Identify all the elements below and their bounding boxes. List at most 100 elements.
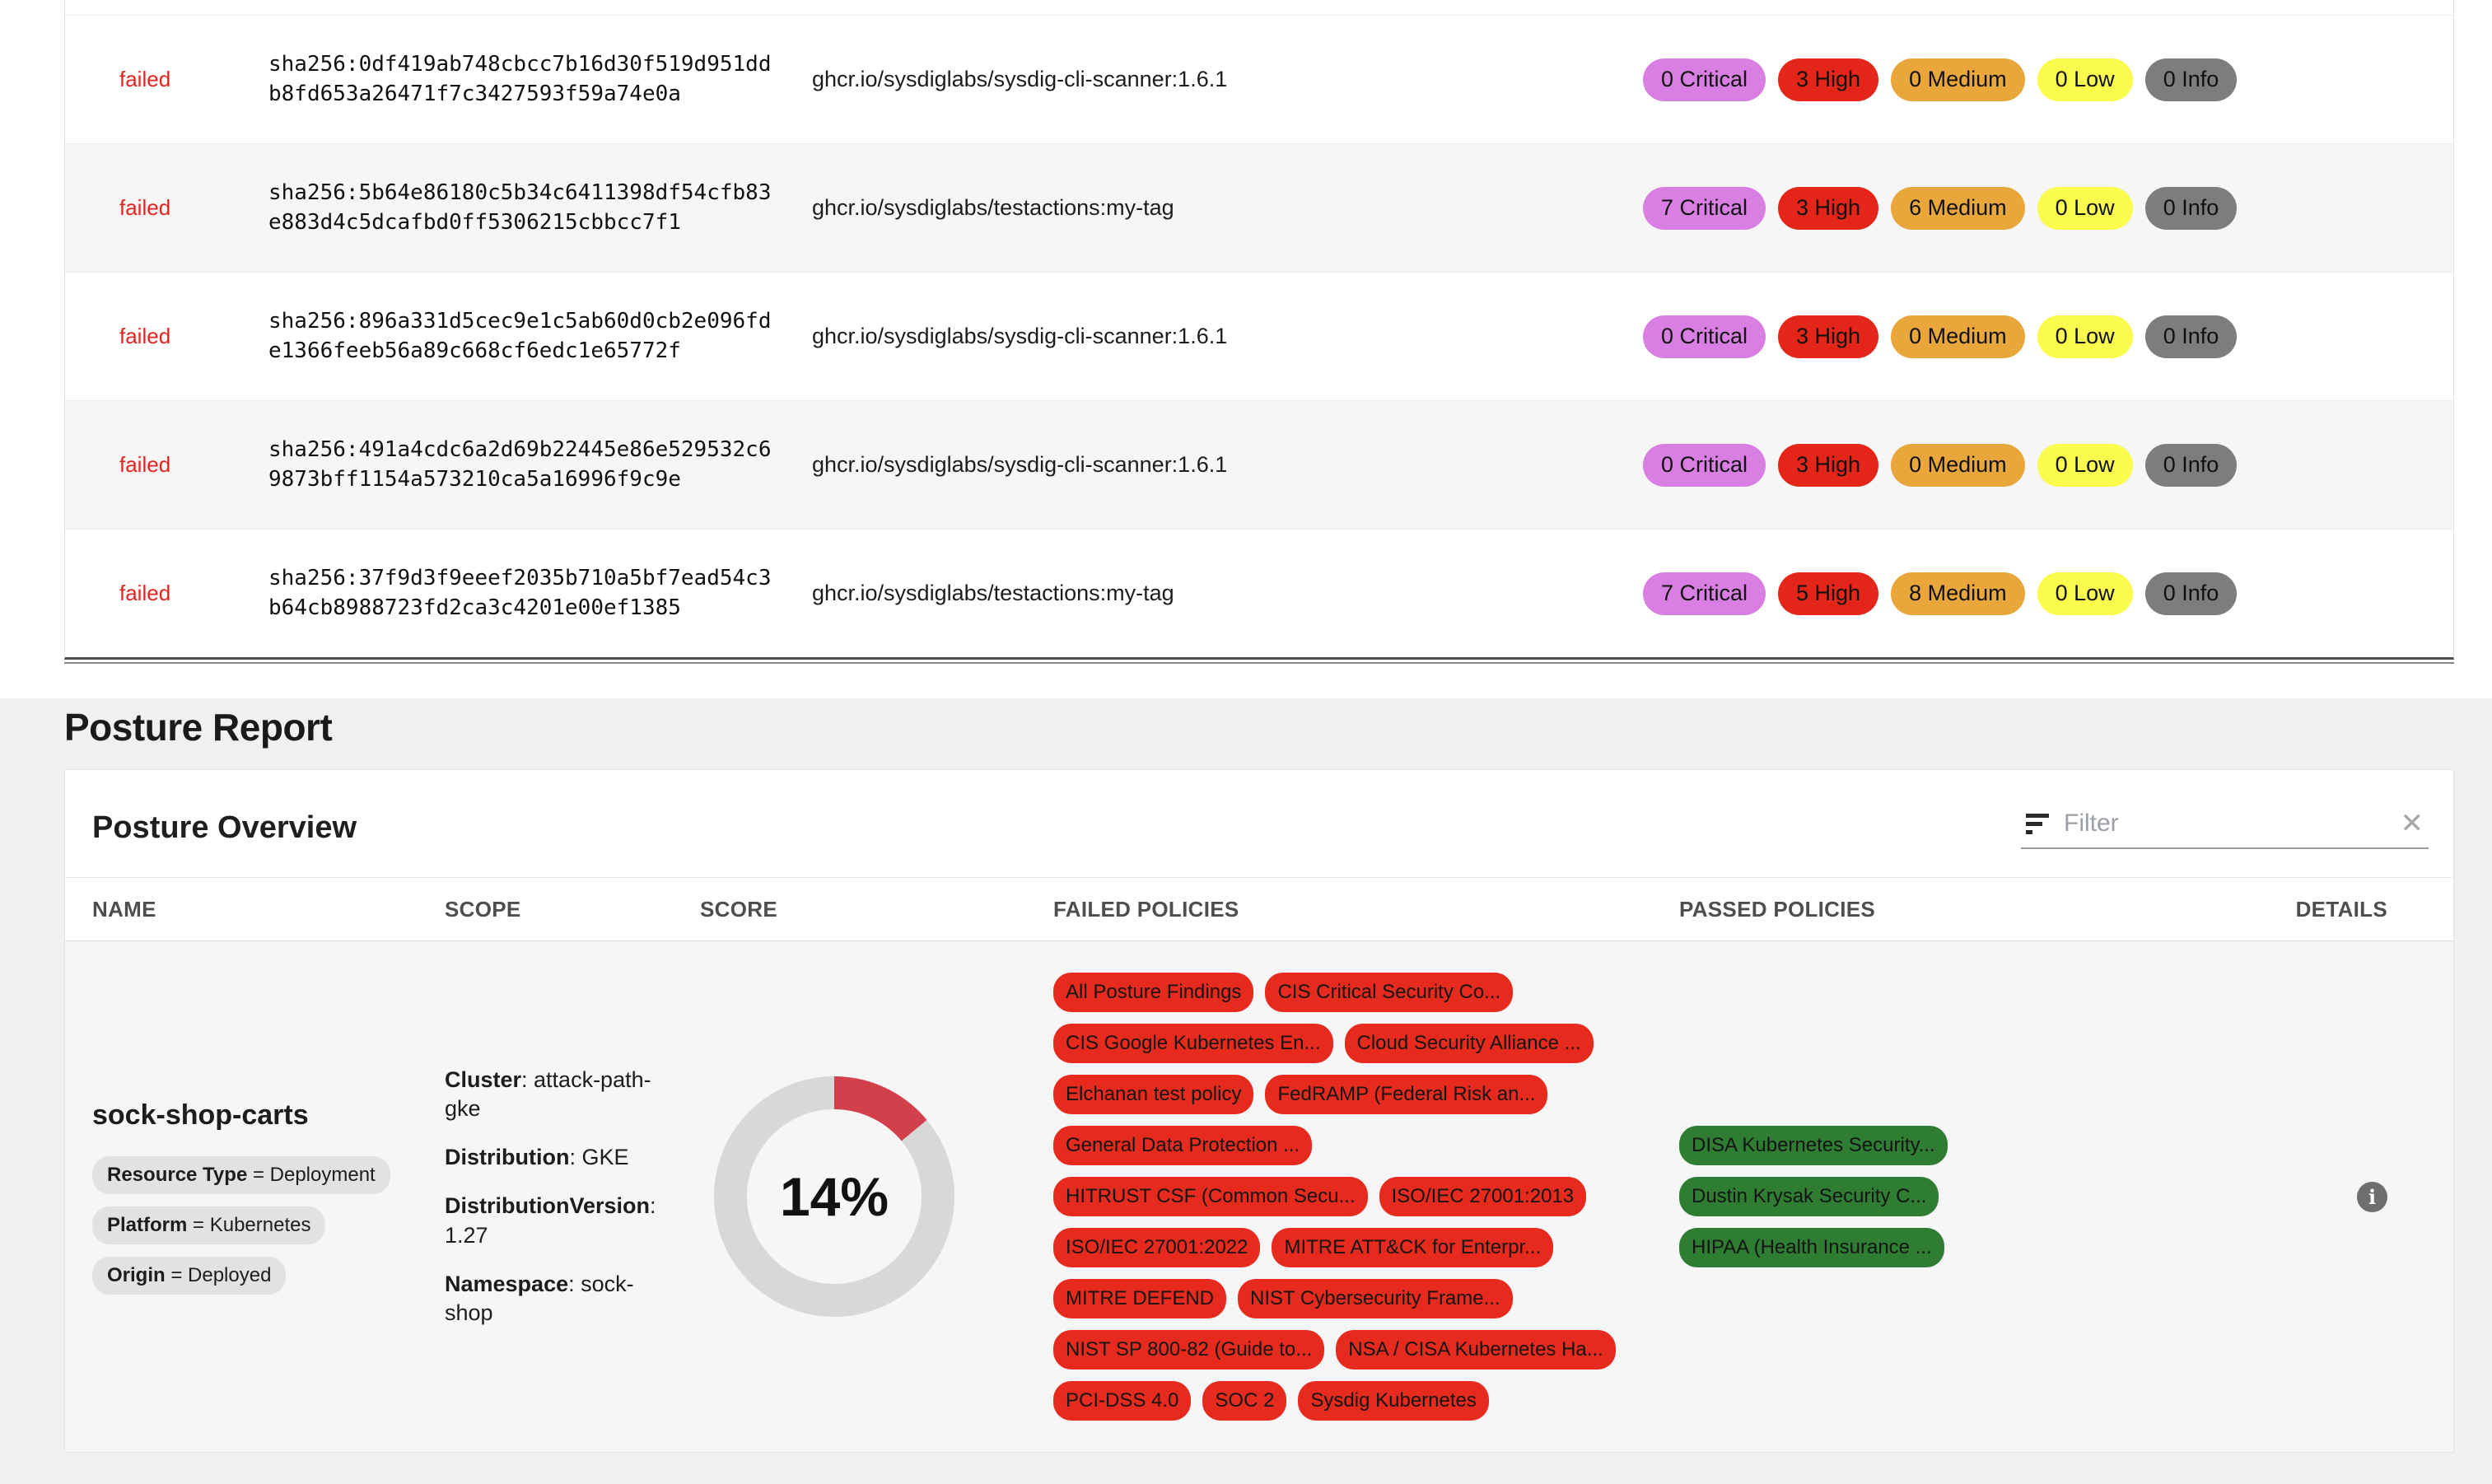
passed-policy-pill: HIPAA (Health Insurance ... bbox=[1679, 1228, 1944, 1267]
info-icon[interactable]: i bbox=[2357, 1181, 2387, 1212]
image-digest: sha256:37f9d3f9eeef2035b710a5bf7ead54c3b… bbox=[268, 566, 772, 620]
column-header-failed-policies: FAILED POLICIES bbox=[1053, 896, 1239, 922]
severity-badge-low: 0 Low bbox=[2037, 58, 2133, 101]
clear-filter-icon[interactable]: ✕ bbox=[2400, 808, 2424, 839]
severity-badge-critical: 7 Critical bbox=[1643, 186, 1766, 230]
posture-report-title: Posture Report bbox=[64, 706, 333, 749]
severity-badge-high: 5 High bbox=[1778, 572, 1879, 615]
failed-policy-pill: Elchanan test policy bbox=[1053, 1075, 1254, 1114]
severity-badge-high: 3 High bbox=[1778, 315, 1879, 358]
scope-entry: Cluster: attack-path-gke bbox=[445, 1067, 651, 1122]
severity-badge-info: 0 Info bbox=[2144, 186, 2238, 230]
scan-result-row[interactable]: failed sha256:491a4cdc6a2d69b22445e86e52… bbox=[65, 400, 2453, 529]
failed-policy-pill: CIS Google Kubernetes En... bbox=[1053, 1024, 1333, 1063]
scan-status: failed bbox=[119, 324, 171, 348]
scan-status: failed bbox=[119, 581, 171, 605]
image-digest: sha256:5b64e86180c5b34c6411398df54cfb83e… bbox=[268, 180, 772, 235]
resource-tag: Origin = Deployed bbox=[92, 1256, 287, 1295]
scan-result-row[interactable]: failed sha256:37f9d3f9eeef2035b710a5bf7e… bbox=[65, 529, 2453, 657]
scan-status: failed bbox=[119, 67, 171, 91]
posture-table-row: sock-shop-carts Resource Type = Deployme… bbox=[65, 941, 2453, 1452]
column-header-details: DETAILS bbox=[2295, 896, 2387, 922]
failed-policy-pill: CIS Critical Security Co... bbox=[1265, 973, 1514, 1012]
severity-badge-low: 0 Low bbox=[2037, 443, 2133, 487]
failed-policy-pill: HITRUST CSF (Common Secu... bbox=[1053, 1177, 1368, 1216]
failed-policy-pill: PCI-DSS 4.0 bbox=[1053, 1381, 1192, 1421]
severity-badge-critical: 0 Critical bbox=[1643, 58, 1766, 101]
severity-badge-high: 3 High bbox=[1778, 443, 1879, 487]
score-value: 14% bbox=[779, 1166, 889, 1227]
severity-badge-info: 0 Info bbox=[2144, 58, 2238, 101]
severity-badge-low: 0 Low bbox=[2037, 186, 2133, 230]
resource-tag: Platform = Kubernetes bbox=[92, 1206, 326, 1244]
severity-badge-info: 0 Info bbox=[2144, 315, 2238, 358]
column-header-scope: SCOPE bbox=[445, 896, 521, 922]
severity-badges: 0 Critical 3 High 0 Medium 0 Low 0 Info bbox=[1643, 315, 2453, 358]
image-name: ghcr.io/sysdiglabs/testactions:my-tag bbox=[812, 195, 1174, 220]
failed-policy-pill: SOC 2 bbox=[1202, 1381, 1287, 1421]
severity-badge-medium: 0 Medium bbox=[1891, 315, 2025, 358]
posture-report-section: Posture Report Posture Overview ✕ NAME S… bbox=[0, 698, 2492, 1484]
failed-policies-list: All Posture Findings CIS Critical Securit… bbox=[1053, 973, 1630, 1421]
failed-policy-pill: General Data Protection ... bbox=[1053, 1126, 1313, 1165]
scope-entry: Namespace: sock-shop bbox=[445, 1271, 634, 1325]
severity-badge-critical: 0 Critical bbox=[1643, 443, 1766, 487]
scan-card-top-stub bbox=[65, 0, 2453, 15]
severity-badge-medium: 0 Medium bbox=[1891, 443, 2025, 487]
resource-tags: Resource Type = Deployment Platform = Kub… bbox=[92, 1155, 445, 1295]
scope-entry: Distribution: GKE bbox=[445, 1145, 629, 1170]
filter-input[interactable] bbox=[2064, 810, 2387, 838]
failed-policy-pill: FedRAMP (Federal Risk an... bbox=[1265, 1075, 1548, 1114]
scan-results-rows: failed sha256:0df419ab748cbcc7b16d30f519… bbox=[65, 15, 2453, 657]
scan-result-row[interactable]: failed sha256:896a331d5cec9e1c5ab60d0cb2… bbox=[65, 272, 2453, 400]
column-header-passed-policies: PASSED POLICIES bbox=[1679, 896, 1876, 922]
failed-policy-pill: Cloud Security Alliance ... bbox=[1344, 1024, 1594, 1063]
severity-badges: 7 Critical 5 High 8 Medium 0 Low 0 Info bbox=[1643, 572, 2453, 615]
details-cell: i bbox=[2274, 1181, 2453, 1212]
scope-entry: DistributionVersion: 1.27 bbox=[445, 1193, 656, 1248]
image-name: ghcr.io/sysdiglabs/sysdig-cli-scanner:1.… bbox=[812, 324, 1228, 348]
scan-status: failed bbox=[119, 195, 171, 220]
column-header-name: NAME bbox=[92, 896, 156, 922]
failed-policy-pill: NSA / CISA Kubernetes Ha... bbox=[1336, 1330, 1616, 1370]
failed-policy-pill: ISO/IEC 27001:2013 bbox=[1379, 1177, 1587, 1216]
resource-name: sock-shop-carts bbox=[92, 1099, 309, 1131]
severity-badge-info: 0 Info bbox=[2144, 443, 2238, 487]
severity-badge-info: 0 Info bbox=[2144, 572, 2238, 615]
failed-policy-pill: NIST SP 800-82 (Guide to... bbox=[1053, 1330, 1325, 1370]
failed-policy-pill: NIST Cybersecurity Frame... bbox=[1238, 1279, 1513, 1318]
severity-badge-high: 3 High bbox=[1778, 186, 1879, 230]
scan-result-row[interactable]: failed sha256:5b64e86180c5b34c6411398df5… bbox=[65, 143, 2453, 272]
resource-name-cell: sock-shop-carts Resource Type = Deployme… bbox=[92, 1099, 445, 1295]
passed-policies-list: DISA Kubernetes Security... Dustin Krysak… bbox=[1679, 1126, 2214, 1267]
severity-badges: 7 Critical 3 High 6 Medium 0 Low 0 Info bbox=[1643, 186, 2453, 230]
severity-badge-low: 0 Low bbox=[2037, 572, 2133, 615]
severity-badge-medium: 8 Medium bbox=[1891, 572, 2025, 615]
image-name: ghcr.io/sysdiglabs/sysdig-cli-scanner:1.… bbox=[812, 67, 1228, 91]
image-name: ghcr.io/sysdiglabs/sysdig-cli-scanner:1.… bbox=[812, 452, 1228, 477]
passed-policy-pill: DISA Kubernetes Security... bbox=[1679, 1126, 1948, 1165]
spacer bbox=[0, 664, 2492, 698]
severity-badge-medium: 6 Medium bbox=[1891, 186, 2025, 230]
posture-overview-card: Posture Overview ✕ NAME SCOPE SCORE FAIL… bbox=[64, 769, 2454, 1453]
failed-policy-pill: ISO/IEC 27001:2022 bbox=[1053, 1228, 1261, 1267]
failed-policy-pill: MITRE DEFEND bbox=[1053, 1279, 1226, 1318]
scan-results-section: failed sha256:0df419ab748cbcc7b16d30f519… bbox=[0, 0, 2492, 698]
severity-badges: 0 Critical 3 High 0 Medium 0 Low 0 Info bbox=[1643, 58, 2453, 101]
scan-results-card: failed sha256:0df419ab748cbcc7b16d30f519… bbox=[64, 0, 2454, 660]
scope-list: Cluster: attack-path-gke Distribution: GK… bbox=[445, 1066, 659, 1328]
posture-card-header: Posture Overview ✕ bbox=[65, 770, 2453, 877]
severity-badge-medium: 0 Medium bbox=[1891, 58, 2025, 101]
severity-badge-critical: 0 Critical bbox=[1643, 315, 1766, 358]
scan-result-row[interactable]: failed sha256:0df419ab748cbcc7b16d30f519… bbox=[65, 15, 2453, 143]
failed-policy-pill: All Posture Findings bbox=[1053, 973, 1254, 1012]
score-cell: 14% bbox=[700, 1076, 954, 1317]
filter-control: ✕ bbox=[2021, 806, 2429, 849]
passed-policy-pill: Dustin Krysak Security C... bbox=[1679, 1177, 1939, 1216]
column-header-score: SCORE bbox=[700, 896, 777, 922]
posture-table-header: NAME SCOPE SCORE FAILED POLICIES PASSED … bbox=[65, 877, 2453, 941]
filter-icon bbox=[2026, 813, 2051, 834]
severity-badge-low: 0 Low bbox=[2037, 315, 2133, 358]
resource-tag: Resource Type = Deployment bbox=[92, 1155, 390, 1194]
image-digest: sha256:0df419ab748cbcc7b16d30f519d951ddb… bbox=[268, 52, 772, 106]
